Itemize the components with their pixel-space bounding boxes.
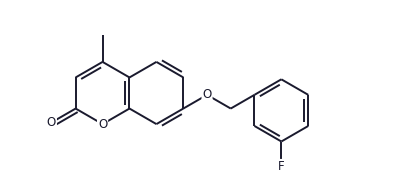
Text: F: F	[278, 160, 285, 173]
Text: O: O	[47, 116, 56, 129]
Text: O: O	[98, 118, 107, 131]
Text: O: O	[202, 88, 212, 101]
